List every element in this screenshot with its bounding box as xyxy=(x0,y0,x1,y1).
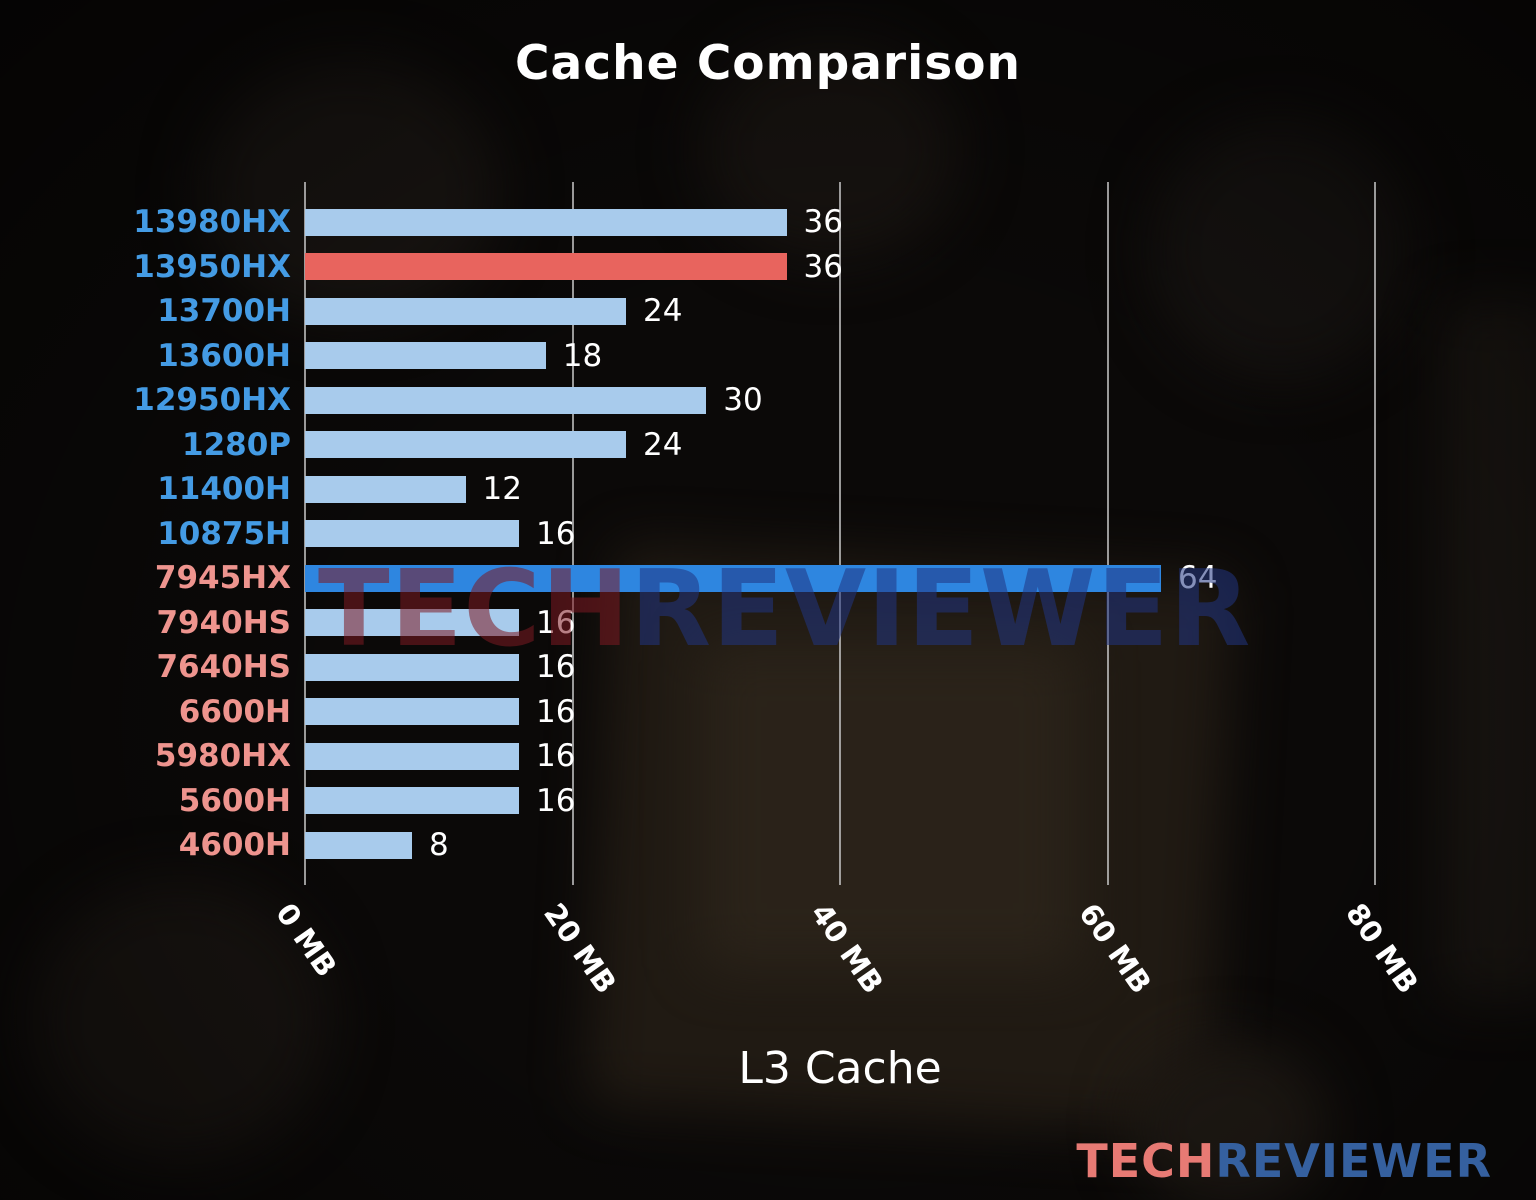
bar-value-label: 36 xyxy=(803,204,843,240)
category-label: 5600H xyxy=(178,782,291,819)
bar-value-label: 12 xyxy=(482,471,522,507)
bar xyxy=(305,609,519,636)
bar xyxy=(305,253,787,280)
bar xyxy=(305,386,707,414)
gridline xyxy=(571,182,574,885)
bar xyxy=(305,520,519,547)
category-label: 13980HX xyxy=(133,204,291,240)
bar-value-label: 18 xyxy=(562,337,603,374)
bar-value-label: 24 xyxy=(643,426,683,463)
bar xyxy=(305,564,1161,592)
bar xyxy=(305,342,546,369)
gridline xyxy=(1374,182,1376,885)
x-axis-title: L3 Cache xyxy=(738,1043,942,1094)
bar xyxy=(305,698,519,725)
plot-area: 36 36 24 18 30 24 12 16 64 16 16 16 16 16 8 xyxy=(304,180,1376,885)
bar xyxy=(305,297,626,325)
bar xyxy=(305,742,519,770)
category-label: 7945HX xyxy=(154,560,291,596)
category-label: 4600H xyxy=(178,827,291,863)
category-label: 13950HX xyxy=(133,248,291,285)
bar-value-label: 36 xyxy=(803,248,843,285)
category-label: 10875H xyxy=(157,515,291,552)
bar xyxy=(305,475,466,503)
bar xyxy=(305,431,626,458)
bar-value-label: 64 xyxy=(1178,560,1218,596)
bar-value-label: 8 xyxy=(429,827,449,863)
bar-value-label: 16 xyxy=(536,515,576,552)
bar xyxy=(305,831,412,859)
bar-value-label: 16 xyxy=(536,693,576,730)
brand-logo-tech: TECH xyxy=(1076,1134,1216,1188)
brand-logo-reviewer: REVIEWER xyxy=(1215,1134,1492,1188)
category-label: 7940HS xyxy=(156,604,291,641)
bar-value-label: 16 xyxy=(536,604,576,641)
bar-value-label: 16 xyxy=(536,782,576,819)
chart-title: Cache Comparison xyxy=(515,36,1021,91)
category-label: 13700H xyxy=(157,293,291,329)
bar-value-label: 16 xyxy=(536,738,576,774)
bar-value-label: 16 xyxy=(536,649,576,685)
category-label: 7640HS xyxy=(156,649,291,685)
category-label: 12950HX xyxy=(133,382,291,418)
bar xyxy=(305,653,519,681)
category-label: 6600H xyxy=(178,693,291,730)
bar xyxy=(305,787,519,814)
bar xyxy=(305,208,787,236)
bar-value-label: 24 xyxy=(643,293,683,329)
category-label: 1280P xyxy=(182,426,291,463)
bar-value-label: 30 xyxy=(723,382,763,418)
brand-logo: TECHREVIEWER xyxy=(1076,1134,1492,1188)
category-axis: 13980HX 13950HX 13700H 13600H 12950HX 1280P 11… xyxy=(0,180,291,885)
gridline xyxy=(839,182,841,885)
gridline xyxy=(1106,182,1109,885)
category-label: 11400H xyxy=(157,471,291,507)
category-label: 13600H xyxy=(157,337,291,374)
category-label: 5980HX xyxy=(154,738,291,774)
